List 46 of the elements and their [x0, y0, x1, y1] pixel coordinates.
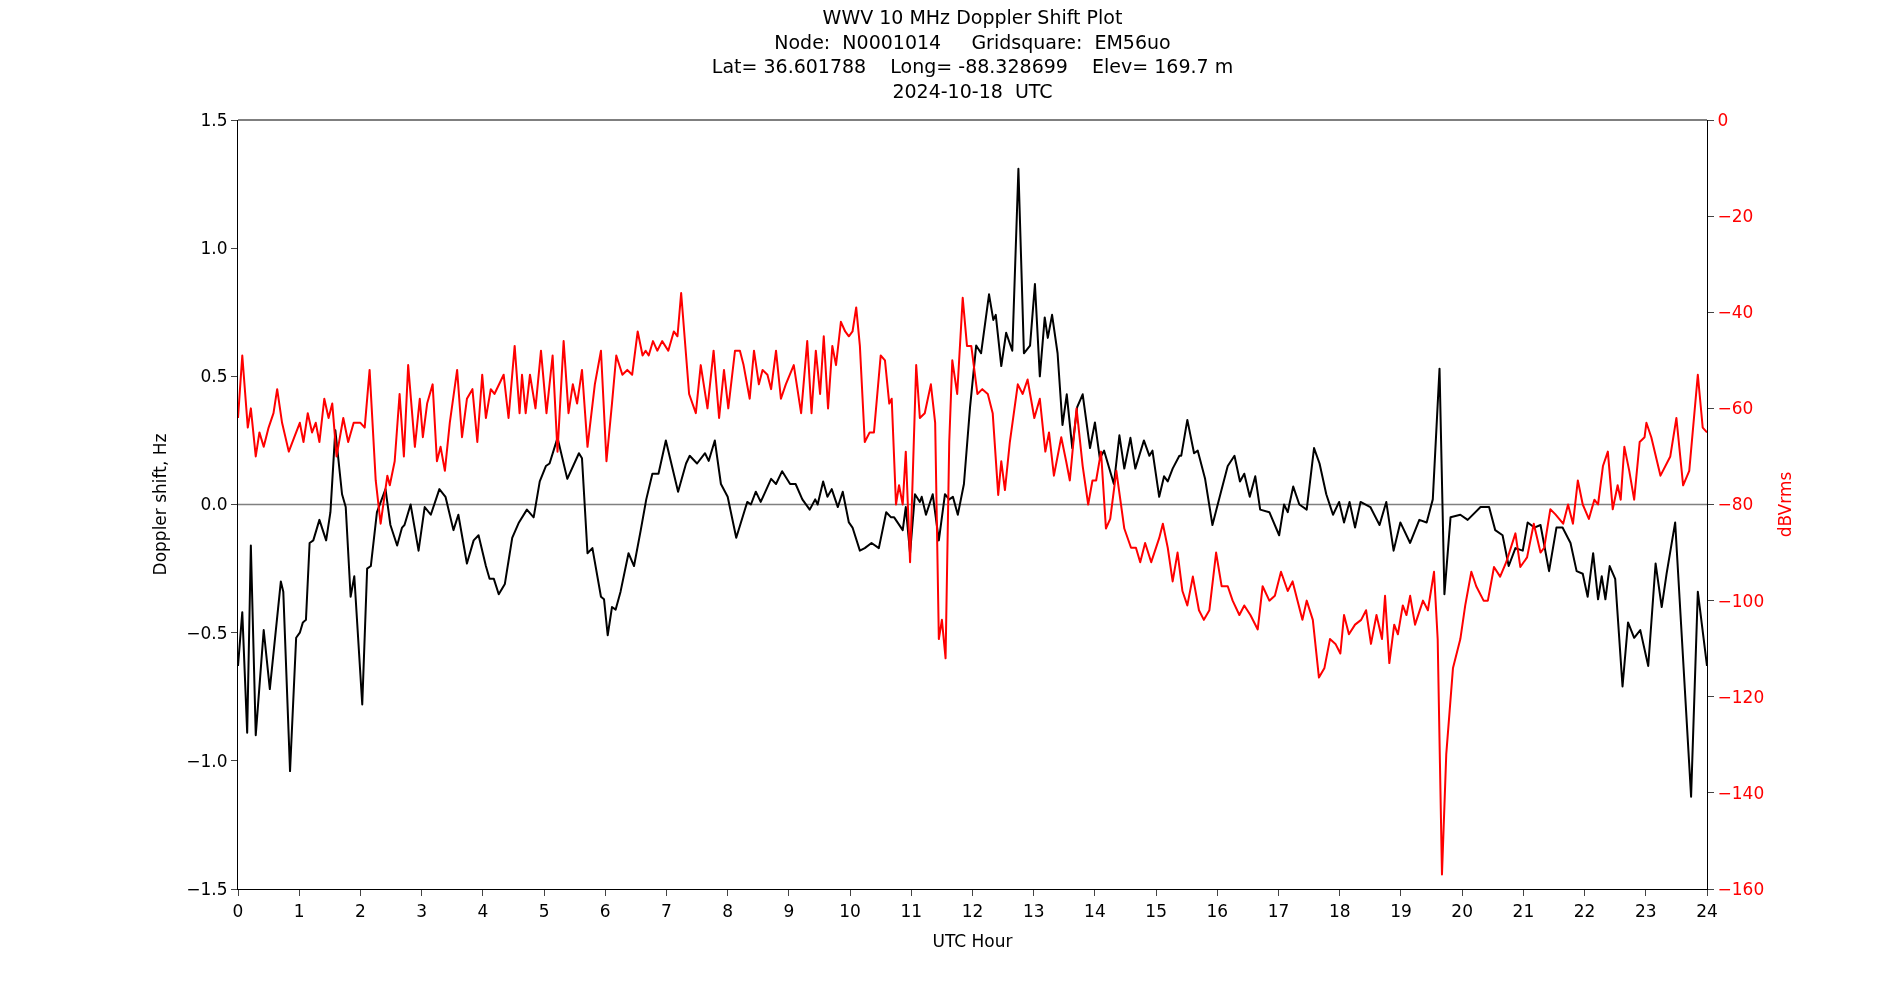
y2-tick-label: 0 — [1717, 109, 1729, 130]
y2-tick-label: −80 — [1717, 494, 1754, 515]
y2-tick-label: −160 — [1717, 878, 1765, 899]
x-tick-label: 8 — [722, 900, 734, 921]
x-tick-label: 12 — [961, 900, 984, 921]
x-tick-label: 3 — [416, 900, 428, 921]
x-tick-label: 13 — [1022, 900, 1045, 921]
y2-axis-title: dBVrms — [1774, 471, 1795, 538]
x-tick-label: 7 — [661, 900, 672, 921]
y2-tick-label: −100 — [1717, 590, 1765, 611]
line-series — [238, 292, 1707, 876]
x-tick-label: 23 — [1634, 900, 1657, 921]
y-axis-title: Doppler shift, Hz — [149, 433, 170, 576]
x-tick-label: 1 — [293, 900, 305, 921]
x-tick-label: 0 — [232, 900, 244, 921]
x-tick-label: 22 — [1573, 900, 1596, 921]
x-tick-label: 5 — [538, 900, 550, 921]
y-tick-label: −1.5 — [186, 878, 228, 899]
y2-tick-label: −60 — [1717, 398, 1754, 419]
x-tick-label: 11 — [900, 900, 923, 921]
y2-tick-label: −120 — [1717, 686, 1765, 707]
y-tick-label: 0.0 — [200, 494, 228, 515]
x-tick-label: 4 — [477, 900, 489, 921]
y2-tick-label: −20 — [1717, 206, 1754, 227]
x-tick-label: 9 — [783, 900, 795, 921]
y-tick-label: −0.5 — [186, 622, 228, 643]
x-axis-title: UTC Hour — [932, 930, 1013, 951]
x-tick-label: 10 — [839, 900, 861, 921]
x-tick-label: 19 — [1390, 900, 1412, 921]
x-tick-label: 17 — [1267, 900, 1290, 921]
x-tick-label: 20 — [1451, 900, 1473, 921]
y-tick-label: 0.5 — [200, 366, 228, 387]
x-tick-label: 14 — [1084, 900, 1106, 921]
y-tick-label: −1.0 — [186, 750, 228, 771]
x-tick-label: 16 — [1206, 900, 1229, 921]
x-tick-label: 18 — [1328, 900, 1351, 921]
x-tick-label: 21 — [1512, 900, 1535, 921]
x-tick-label: 15 — [1145, 900, 1167, 921]
x-tick-label: 2 — [355, 900, 366, 921]
x-tick-label: 6 — [599, 900, 611, 921]
x-tick-label: 24 — [1696, 900, 1718, 921]
y-tick-label: 1.5 — [200, 109, 228, 130]
chart-title: WWV 10 MHz Doppler Shift Plot Node: N0001014 Gridsquare: EM56uo Lat= 36.601788 Long= -88.328699 Elev= 169.7 m 2024-10-18 UTC — [711, 6, 1234, 103]
y-tick-label: 1.0 — [200, 238, 228, 259]
y2-tick-label: −140 — [1717, 782, 1765, 803]
y2-tick-label: −40 — [1717, 302, 1754, 323]
